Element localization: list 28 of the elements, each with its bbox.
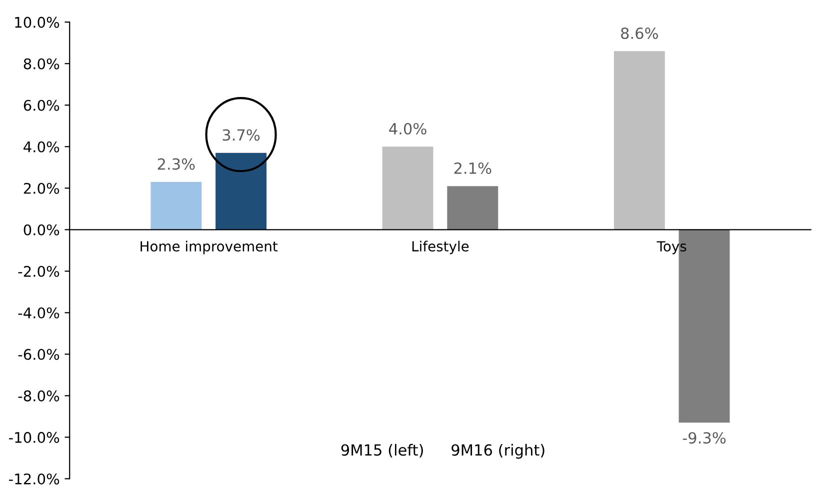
- bar: [614, 51, 665, 230]
- y-tick-label: -12.0%: [9, 473, 60, 484]
- bar: [150, 182, 202, 230]
- y-tick-label: 2.0%: [24, 182, 60, 194]
- y-tick-label: -2.0%: [18, 266, 60, 277]
- data-label: -9.3%: [682, 432, 726, 444]
- x-tick-label: Lifestyle: [412, 240, 469, 254]
- x-tick-label: Toys: [656, 241, 686, 254]
- data-label: 3.7%: [222, 129, 260, 141]
- y-tick-label: -4.0%: [18, 307, 60, 318]
- data-label: 4.0%: [389, 122, 426, 135]
- y-tick-label: 6.0%: [24, 100, 60, 111]
- y-tick-label: -6.0%: [18, 348, 60, 360]
- y-tick-label: -10.0%: [9, 432, 60, 443]
- x-tick-label: Home improvement: [140, 240, 278, 254]
- y-tick-label: 10.0%: [15, 16, 60, 28]
- annotation: 9M16 (right): [452, 444, 544, 459]
- data-label: 2.1%: [454, 162, 492, 174]
- y-tick-label: 0.0%: [24, 224, 60, 236]
- data-label: 8.6%: [621, 28, 658, 40]
- data-label: 2.3%: [158, 158, 195, 170]
- y-tick-label: 4.0%: [24, 141, 60, 152]
- bar: [216, 152, 266, 230]
- annotation: 9M15 (left): [341, 444, 423, 458]
- y-tick-label: 8.0%: [24, 58, 60, 70]
- bar: [447, 186, 498, 230]
- y-tick-label: -8.0%: [18, 390, 60, 402]
- bar: [382, 146, 434, 230]
